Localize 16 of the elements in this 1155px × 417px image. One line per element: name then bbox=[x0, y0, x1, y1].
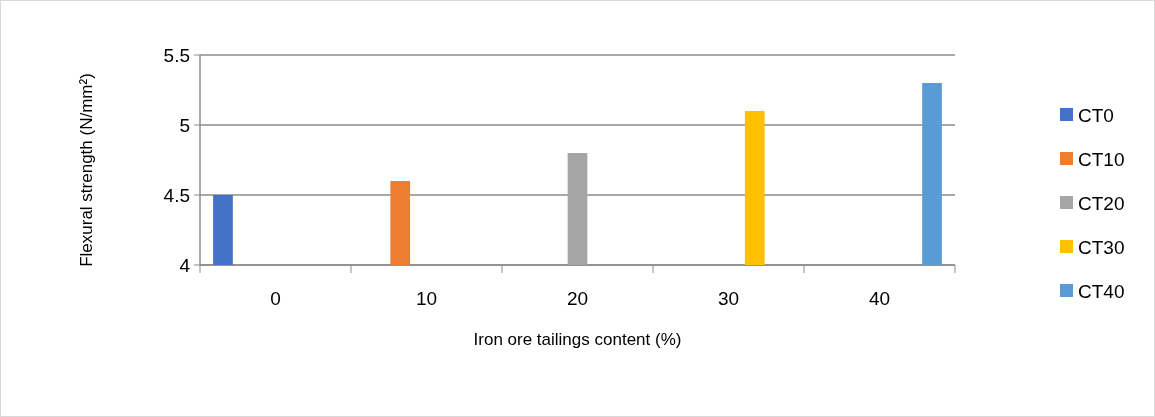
legend-label: CT30 bbox=[1078, 236, 1125, 258]
legend-label: CT10 bbox=[1078, 148, 1125, 170]
x-tick-label: 20 bbox=[566, 288, 589, 309]
legend-label: CT0 bbox=[1078, 104, 1114, 126]
x-tick-label: 10 bbox=[415, 288, 438, 309]
x-tick-label: 40 bbox=[868, 288, 891, 309]
x-tick-label: 30 bbox=[717, 288, 740, 309]
y-tick-label: 5 bbox=[179, 114, 190, 136]
legend-label: CT20 bbox=[1078, 192, 1125, 214]
legend-label: CT40 bbox=[1078, 280, 1125, 302]
y-tick-label: 5.5 bbox=[163, 44, 190, 66]
x-tick-label: 0 bbox=[270, 288, 281, 309]
y-tick-label: 4 bbox=[179, 254, 191, 276]
y-tick-label: 4.5 bbox=[163, 184, 190, 206]
y-axis-title: Flexural strength (N/mm²) bbox=[77, 73, 96, 267]
x-axis-title: Iron ore tailings content (%) bbox=[473, 330, 682, 349]
